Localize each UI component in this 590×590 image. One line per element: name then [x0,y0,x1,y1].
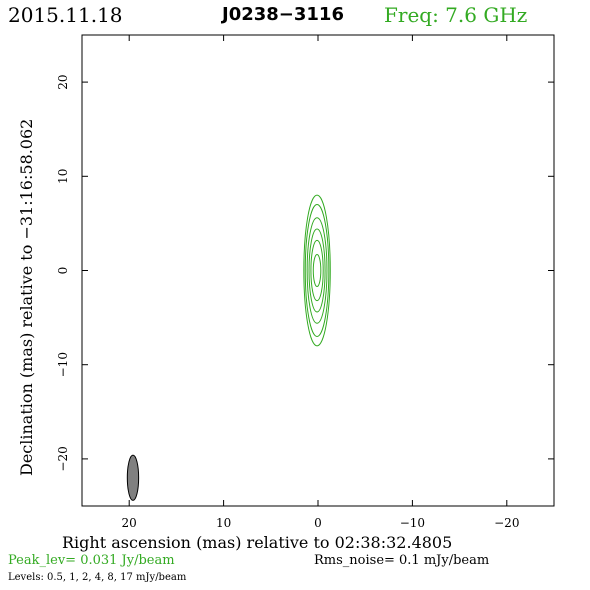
y-axis-label: Declination (mas) relative to −31:16:58.… [17,118,36,476]
x-tick-label: −20 [494,516,519,530]
observation-date: 2015.11.18 [8,3,123,27]
x-tick-label: 10 [216,516,231,530]
x-axis-label: Right ascension (mas) relative to 02:38:… [62,533,453,552]
beam-group [126,454,140,501]
y-tick-label: −10 [56,352,70,377]
contour-level-1 [304,204,330,337]
contour-group [303,194,331,347]
peak-level-text: Peak_lev= 0.031 Jy/beam [8,553,175,568]
beam-ellipse [126,454,140,501]
plot-frame [81,34,555,507]
x-tick-label: 20 [122,516,137,530]
axis-ticks [82,35,554,506]
contour-level-4 [308,228,326,313]
contour-level-2 [306,217,328,324]
axis-tick-labels: 20 10 0 −10 −20 20 10 0 −10 −20 [56,74,519,530]
contour-level-17 [312,253,322,288]
x-tick-label: −10 [400,516,425,530]
y-tick-label: −20 [56,446,70,471]
source-name: J0238−3116 [222,4,344,25]
contour-level-8 [310,239,324,302]
x-tick-label: 0 [314,516,322,530]
rms-noise-text: Rms_noise= 0.1 mJy/beam [314,553,490,568]
contour-level-0_5 [303,194,331,347]
y-tick-label: 20 [56,74,70,89]
contour-levels-text: Levels: 0.5, 1, 2, 4, 8, 17 mJy/beam [8,572,187,583]
frequency-label: Freq: 7.6 GHz [384,3,528,27]
y-tick-label: 10 [56,169,70,184]
y-tick-label: 0 [56,267,70,275]
